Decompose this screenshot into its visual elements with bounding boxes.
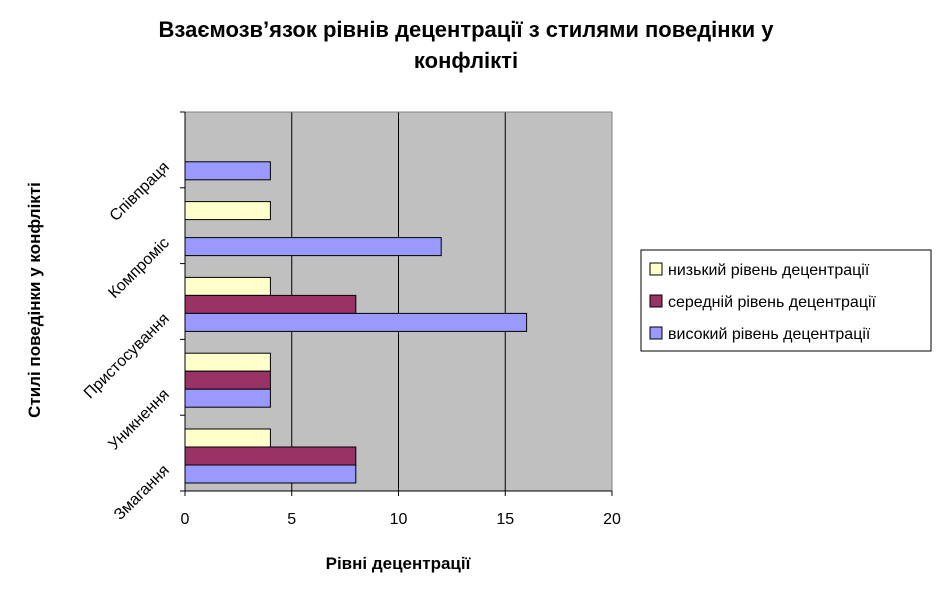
bar bbox=[184, 294, 357, 314]
y-tick-label: Змагання bbox=[111, 462, 173, 524]
x-tick-label: 5 bbox=[287, 511, 296, 528]
chart-title-line-1: Взаємозв’язок рівнів децентрації з стиля… bbox=[159, 17, 775, 42]
bar bbox=[184, 446, 357, 466]
bar bbox=[184, 428, 271, 448]
gridlines bbox=[185, 111, 613, 491]
bar bbox=[184, 237, 442, 257]
bar bbox=[184, 276, 271, 296]
y-tick-labels: ЗмаганняУникненняПристосуванняКомпромісС… bbox=[81, 159, 173, 524]
legend-swatch bbox=[649, 294, 663, 308]
x-tick-label: 15 bbox=[496, 511, 514, 528]
bar bbox=[184, 161, 271, 181]
x-tick-label: 10 bbox=[390, 511, 408, 528]
x-tick-label: 0 bbox=[181, 511, 190, 528]
legend-label: високий рівень децентрації bbox=[668, 326, 871, 343]
legend-swatch bbox=[649, 326, 663, 340]
legend-label: низький рівень децентрації bbox=[668, 262, 870, 279]
bar bbox=[184, 352, 271, 372]
bar bbox=[184, 312, 528, 332]
bar bbox=[184, 464, 357, 484]
legend-swatch bbox=[649, 262, 663, 276]
y-axis-title: Стилі поведінки у конфлікті bbox=[25, 182, 44, 418]
bar bbox=[184, 370, 271, 390]
x-tick-labels: 0 5 10 15 20 bbox=[181, 511, 621, 528]
axes bbox=[180, 111, 613, 496]
legend-label: середній рівень децентрації bbox=[668, 294, 877, 311]
y-tick-label: Компроміс bbox=[105, 235, 172, 302]
bars bbox=[184, 161, 528, 484]
y-tick-label: Уникнення bbox=[105, 386, 172, 453]
x-axis-title: Рівні децентрації bbox=[326, 554, 472, 573]
legend-box bbox=[640, 249, 932, 352]
chart-title-line-2: конфлікті bbox=[414, 48, 518, 73]
bar bbox=[184, 388, 271, 408]
legend: низький рівень децентрації середній рівен… bbox=[640, 249, 932, 352]
y-tick-label: Співпраця bbox=[107, 159, 173, 225]
bar bbox=[184, 201, 271, 221]
x-tick-label: 20 bbox=[603, 511, 621, 528]
